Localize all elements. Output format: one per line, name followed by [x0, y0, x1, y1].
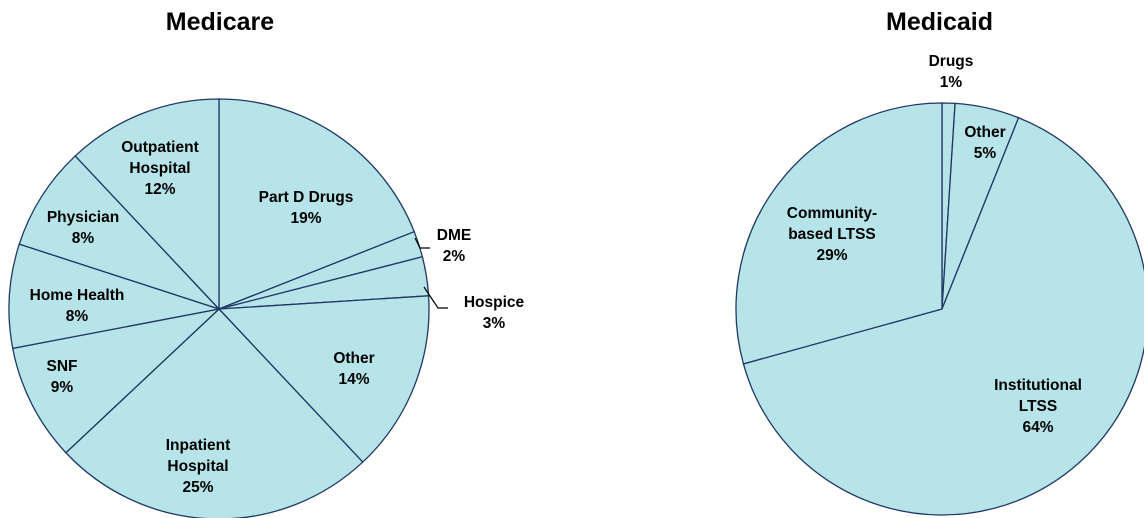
pie-slice-community-based-ltss — [735, 102, 943, 365]
leader-line-hospice — [423, 286, 448, 309]
data-label-institutional-ltss: Institutional LTSS 64% — [994, 377, 1082, 436]
medicaid-pie-chart: Medicaid Drugs 1% Other 5% Institutional LTSS… — [735, 0, 1144, 518]
pie-slice-institutional-ltss — [742, 116, 1144, 516]
data-label-other: Other 5% — [964, 124, 1005, 162]
medicaid-pie-svg: Drugs 1% Other 5% Institutional LTSS 64% Commun… — [735, 53, 1144, 516]
data-label-community-based-ltss: Community-based LTSS 29% — [787, 205, 877, 264]
pie-slice-home-health — [8, 243, 220, 350]
data-label-home-health: Home Health 8% — [30, 287, 125, 325]
data-label-outpatient-hospital: Outpatient Hospital 12% — [121, 139, 199, 198]
pie-slice-other — [217, 295, 430, 463]
pie-slice-snf — [11, 307, 222, 454]
chart-title: Medicaid — [886, 8, 993, 36]
pie-slice-inpatient-hospital — [65, 308, 364, 518]
data-label-other: Other 14% — [333, 350, 374, 388]
data-label-drugs: Drugs 1% — [929, 53, 974, 91]
pie-slice-part-d-drugs — [218, 98, 416, 310]
chart-title: Medicare — [165, 8, 275, 36]
data-label-snf: SNF 9% — [47, 358, 78, 396]
data-label-part-d-drugs: Part D Drugs 19% — [259, 189, 354, 227]
data-label-hospice: Hospice 3% — [464, 294, 525, 332]
data-label-inpatient-hospital: Inpatient Hospital 25% — [166, 437, 231, 496]
pie-slice-physician — [18, 155, 220, 310]
leader-line-dme — [414, 237, 430, 249]
data-label-dme: DME 2% — [437, 227, 471, 265]
medicare-pie-svg: Part D Drugs 19% DME 2% Hospice 3% Other 14% Inp… — [8, 98, 525, 518]
data-label-physician: Physician 8% — [47, 209, 119, 247]
medicare-pie-chart: Medicare Part D Drugs 19% DME 2% Hospice 3% Ot… — [0, 0, 525, 518]
pie-slice-outpatient-hospital — [74, 98, 220, 311]
